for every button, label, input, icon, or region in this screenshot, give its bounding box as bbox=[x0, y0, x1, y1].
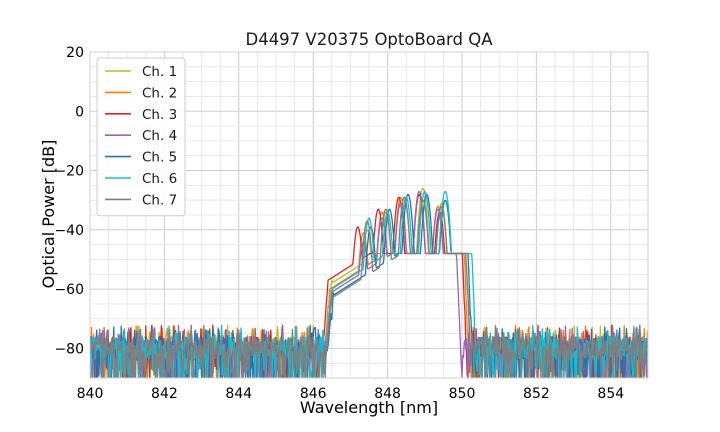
plot-frame bbox=[89, 51, 649, 379]
x-tick-label: 854 bbox=[597, 386, 624, 402]
chart-title: D4497 V20375 OptoBoard QA bbox=[245, 30, 493, 49]
legend-label: Ch. 7 bbox=[142, 192, 177, 208]
series-lines bbox=[89, 51, 649, 379]
legend-label: Ch. 5 bbox=[142, 150, 177, 166]
legend-label: Ch. 6 bbox=[142, 171, 177, 187]
series-line-ch6 bbox=[90, 190, 648, 378]
x-tick-label: 840 bbox=[77, 386, 104, 402]
y-tick-label: 0 bbox=[75, 104, 84, 120]
y-tick-label: −60 bbox=[54, 282, 84, 298]
x-tick-label: 842 bbox=[151, 386, 178, 402]
legend: Ch. 1 Ch. 2 Ch. 3 Ch. 4 Ch. 5 Ch. 6 Ch. 7 bbox=[96, 57, 186, 217]
legend-label: Ch. 4 bbox=[142, 128, 177, 144]
legend-label: Ch. 2 bbox=[142, 85, 177, 101]
x-axis-label: Wavelength [nm] bbox=[300, 398, 438, 417]
x-tick-label: 850 bbox=[449, 386, 476, 402]
y-tick-label: 20 bbox=[66, 45, 84, 61]
y-tick-label: −80 bbox=[54, 341, 84, 357]
y-axis-label: Optical Power [dB] bbox=[39, 140, 58, 289]
series-line-ch7 bbox=[90, 196, 648, 378]
legend-box bbox=[96, 57, 186, 217]
x-tick-label: 844 bbox=[225, 386, 252, 402]
x-tick-label: 852 bbox=[523, 386, 550, 402]
legend-label: Ch. 1 bbox=[142, 64, 177, 80]
y-tick-label: −20 bbox=[54, 164, 84, 180]
legend-label: Ch. 3 bbox=[142, 107, 177, 123]
tick-labels: 840 842 844 846 848 850 852 854 20 0 −20 −40 −60 −80 bbox=[54, 45, 624, 402]
y-tick-label: −40 bbox=[54, 223, 84, 239]
x-tick-label: 848 bbox=[374, 386, 401, 402]
x-tick-label: 846 bbox=[300, 386, 327, 402]
